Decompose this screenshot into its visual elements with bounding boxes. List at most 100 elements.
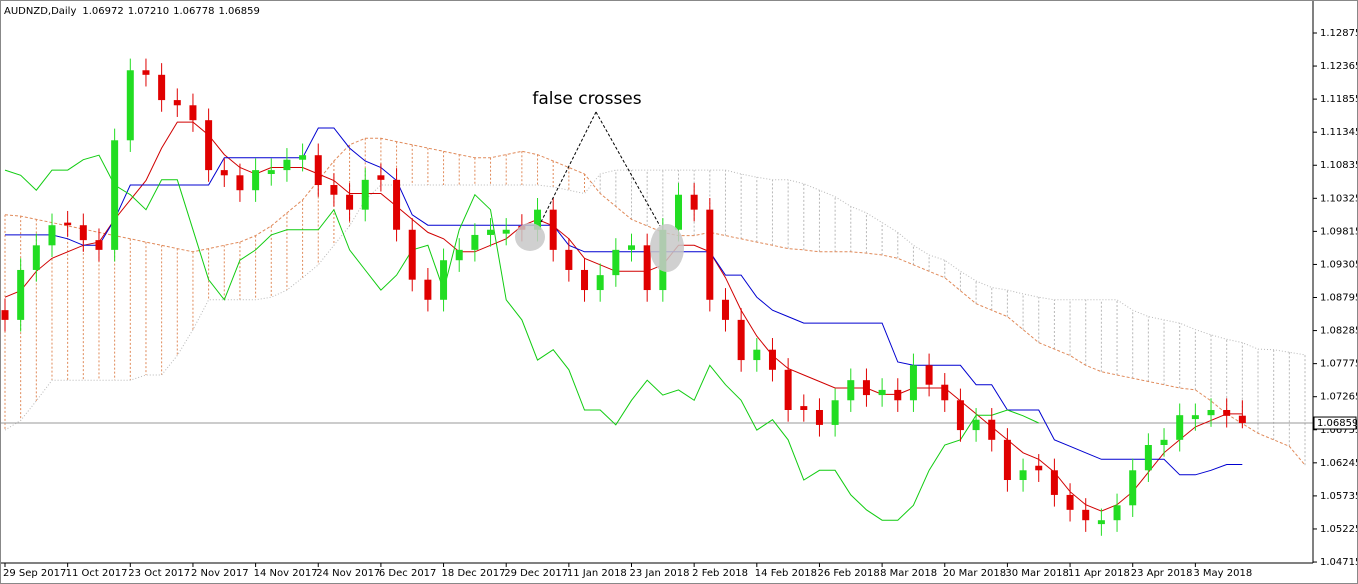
candle-body bbox=[330, 185, 338, 195]
candle-body bbox=[737, 319, 745, 361]
symbol: AUDNZD,Daily bbox=[4, 6, 76, 17]
candle-body bbox=[628, 245, 636, 250]
candle-body bbox=[220, 170, 228, 176]
candle-body bbox=[941, 384, 949, 401]
annotation-pointer bbox=[595, 111, 661, 227]
y-tick-label: 1.07265 bbox=[1320, 392, 1358, 403]
candle-body bbox=[361, 179, 369, 210]
span-a-line bbox=[4, 137, 1306, 466]
y-tick-label: 1.08285 bbox=[1320, 326, 1358, 337]
candle-body bbox=[1097, 520, 1105, 525]
candle-body bbox=[189, 105, 197, 121]
y-tick-label: 1.06755 bbox=[1320, 425, 1358, 436]
x-tick-label: 6 Dec 2017 bbox=[379, 568, 437, 579]
candle-body bbox=[596, 275, 604, 291]
candle-body bbox=[408, 229, 416, 280]
candle-body bbox=[847, 380, 855, 401]
x-tick-label: 23 Oct 2017 bbox=[128, 568, 190, 579]
candle-body bbox=[1113, 505, 1121, 521]
highlight-ellipse bbox=[650, 224, 684, 272]
x-tick-label: 18 Dec 2017 bbox=[442, 568, 506, 579]
y-tick-label: 1.12875 bbox=[1320, 28, 1358, 39]
candle-body bbox=[894, 389, 902, 401]
candle-body bbox=[643, 245, 651, 291]
ohlc-value: 1.06778 bbox=[173, 6, 214, 17]
candle-body bbox=[142, 70, 150, 75]
price-label: 1.06859 bbox=[1317, 418, 1358, 429]
annotation-layer: false crosses bbox=[515, 89, 684, 272]
price-label-box bbox=[1313, 416, 1357, 430]
x-tick-label: 29 Dec 2017 bbox=[504, 568, 568, 579]
candle-body bbox=[440, 260, 448, 300]
candle-body bbox=[1144, 445, 1152, 471]
candle-body bbox=[925, 365, 933, 385]
candle-body bbox=[706, 209, 714, 300]
y-tick-label: 1.09305 bbox=[1320, 259, 1358, 270]
candle-body bbox=[314, 155, 322, 186]
x-tick-label: 29 Sep 2017 bbox=[3, 568, 66, 579]
candle-body bbox=[612, 249, 620, 276]
ohlc-value: 1.07210 bbox=[128, 6, 169, 17]
x-tick-label: 24 Nov 2017 bbox=[316, 568, 380, 579]
indicator-line bbox=[4, 154, 1039, 521]
highlight-ellipse bbox=[515, 223, 545, 251]
candle-body bbox=[455, 249, 463, 261]
y-tick-label: 1.06245 bbox=[1320, 458, 1358, 469]
candle-body bbox=[1019, 470, 1027, 481]
candle-body bbox=[1223, 409, 1231, 416]
x-tick-label: 14 Feb 2018 bbox=[755, 568, 817, 579]
candle-body bbox=[1082, 509, 1090, 521]
candle-body bbox=[173, 100, 181, 106]
y-tick-label: 1.04715 bbox=[1320, 557, 1358, 568]
candle-body bbox=[1035, 465, 1043, 471]
candle-body bbox=[346, 194, 354, 210]
candle-body bbox=[95, 240, 103, 250]
candle-body bbox=[721, 299, 729, 320]
candle-body bbox=[831, 400, 839, 425]
x-tick-label: 3 May 2018 bbox=[1193, 568, 1252, 579]
candle-body bbox=[878, 389, 886, 396]
y-tick-label: 1.11345 bbox=[1320, 127, 1358, 138]
candle-body bbox=[972, 419, 980, 431]
y-tick-label: 1.08795 bbox=[1320, 293, 1358, 304]
candle-body bbox=[126, 70, 134, 141]
candle-body bbox=[1238, 415, 1246, 424]
candle-body bbox=[862, 380, 870, 396]
ohlc-value: 1.06859 bbox=[218, 6, 259, 17]
candle-body bbox=[283, 159, 291, 171]
candle-body bbox=[252, 170, 260, 191]
candle-body bbox=[549, 209, 557, 250]
x-tick-label: 2 Nov 2017 bbox=[191, 568, 249, 579]
candle-body bbox=[48, 225, 56, 246]
candle-body bbox=[800, 406, 808, 410]
candle-body bbox=[1, 310, 9, 320]
x-tick-label: 14 Nov 2017 bbox=[254, 568, 318, 579]
y-tick-label: 1.09815 bbox=[1320, 226, 1358, 237]
candle-body bbox=[1050, 470, 1058, 495]
x-tick-label: 2 Feb 2018 bbox=[692, 568, 748, 579]
annotation-pointer bbox=[539, 111, 597, 225]
candle-body bbox=[1066, 494, 1074, 510]
candle-body bbox=[487, 229, 495, 235]
candle-body bbox=[205, 120, 213, 171]
x-tick-label: 20 Mar 2018 bbox=[943, 568, 1006, 579]
candle-body bbox=[565, 249, 573, 270]
candle-body bbox=[581, 269, 589, 291]
candle-body bbox=[424, 279, 432, 300]
candle-body bbox=[1129, 470, 1137, 506]
candle-body bbox=[64, 222, 72, 226]
indicator-line bbox=[5, 127, 1243, 476]
candle-body bbox=[988, 419, 996, 440]
y-tick-label: 1.10835 bbox=[1320, 160, 1358, 171]
candle-body bbox=[1003, 439, 1011, 481]
y-tick-label: 1.11855 bbox=[1320, 94, 1358, 105]
candle-layer bbox=[1, 58, 1246, 536]
ohlc-value: 1.06972 bbox=[82, 6, 123, 17]
candle-body bbox=[32, 245, 40, 270]
candle-body bbox=[690, 194, 698, 210]
candle-body bbox=[17, 269, 25, 320]
y-tick-label: 1.05735 bbox=[1320, 491, 1358, 502]
candle-body bbox=[768, 349, 776, 370]
